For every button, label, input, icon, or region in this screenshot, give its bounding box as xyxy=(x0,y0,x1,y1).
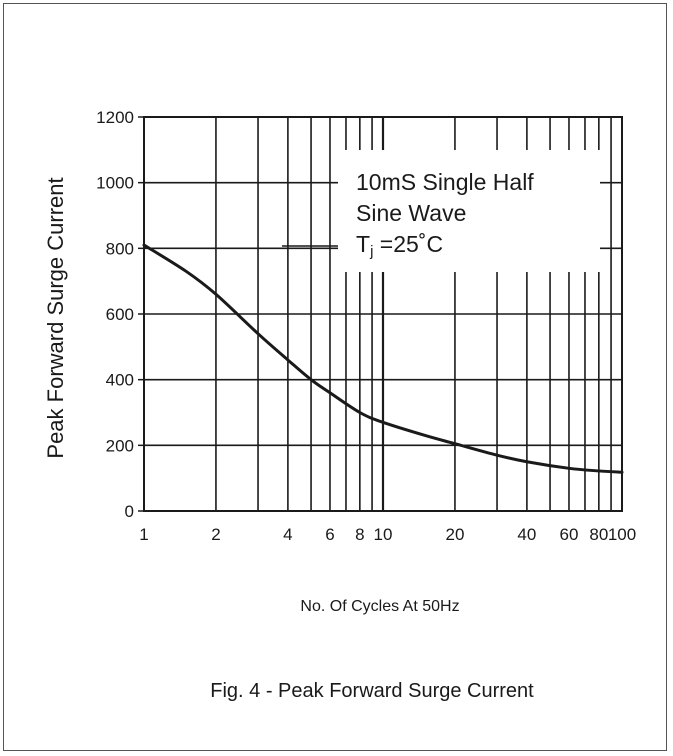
annotation-background xyxy=(338,150,600,272)
x-axis-label: No. Of Cycles At 50Hz xyxy=(300,598,459,615)
axes xyxy=(138,116,623,512)
y-axis-label: Peak Forward Surge Current xyxy=(43,177,68,458)
series xyxy=(142,243,624,474)
y-tick-label: 1000 xyxy=(96,174,134,193)
annotation-line-2: Sine Wave xyxy=(356,200,466,226)
x-tick-label: 60 xyxy=(560,525,579,544)
x-tick-label: 10 xyxy=(374,525,393,544)
x-tick-label: 2 xyxy=(211,525,220,544)
x-tick-label: 100 xyxy=(608,525,636,544)
x-tick-label: 1 xyxy=(139,525,148,544)
figure-caption: Fig. 4 - Peak Forward Surge Current xyxy=(210,680,534,702)
annotation-line-3: Tj =25˚C xyxy=(356,231,443,260)
annotation-line-1: 10mS Single Half xyxy=(356,169,534,195)
y-tick-label: 1200 xyxy=(96,108,134,127)
y-tick-label: 800 xyxy=(106,239,134,258)
annotation-box: 10mS Single Half Sine Wave Tj =25˚C xyxy=(282,150,600,272)
x-tick-label: 8 xyxy=(355,525,364,544)
annotation-t-symbol: T xyxy=(356,231,370,257)
y-tick-label: 200 xyxy=(106,436,134,455)
x-tick-label: 4 xyxy=(283,525,292,544)
annotation-temperature: =25˚C xyxy=(373,231,443,257)
tick-labels: 0 200 400 600 800 1000 1200 1 2 4 6 8 10 20 40 60 80 100 xyxy=(96,108,636,544)
x-tick-label: 40 xyxy=(517,525,536,544)
x-tick-label: 6 xyxy=(325,525,334,544)
figure-frame xyxy=(3,3,667,751)
y-tick-label: 600 xyxy=(106,305,134,324)
y-tick-label: 0 xyxy=(125,502,134,521)
annotation-j-subscript: j xyxy=(369,243,373,260)
x-tick-label: 20 xyxy=(445,525,464,544)
surge-current-curve xyxy=(142,243,624,474)
x-tick-label: 80 xyxy=(589,525,608,544)
y-tick-label: 400 xyxy=(106,371,134,390)
